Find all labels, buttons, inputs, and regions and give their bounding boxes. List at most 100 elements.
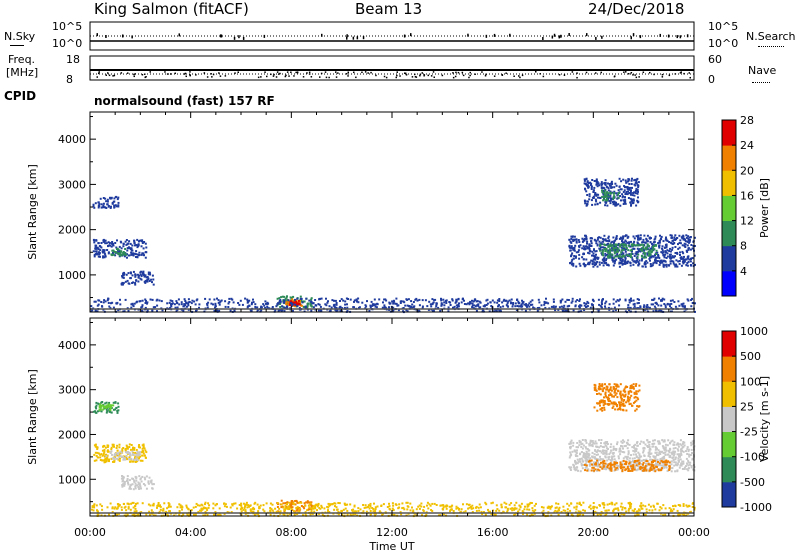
velocity-ytick-label: 2000: [58, 428, 86, 441]
freq-speckle: [683, 72, 685, 75]
freq-speckle: [642, 71, 645, 74]
noise-spike: [676, 35, 678, 39]
noise-spike: [586, 33, 588, 37]
noise-spike: [601, 35, 603, 39]
freq-speckle: [319, 76, 321, 78]
freq-speckle: [421, 72, 423, 74]
freq-left-tick-top: 18: [66, 53, 80, 66]
freq-speckle: [501, 74, 503, 76]
freq-speckle: [264, 71, 266, 73]
freq-speckle: [306, 72, 308, 74]
noise-spike: [346, 34, 348, 38]
power-echo-region: [120, 270, 155, 286]
freq-speckle: [585, 71, 588, 74]
noise-right-tick-top: 10^5: [708, 20, 739, 33]
velocity-colorbar-tick-label: 1000: [740, 325, 768, 338]
freq-speckle: [134, 73, 136, 75]
power-colorbar-label: Power [dB]: [758, 178, 771, 238]
freq-speckle: [625, 71, 627, 73]
freq-speckle: [518, 75, 520, 77]
freq-speckle: [108, 74, 111, 77]
freq-speckle: [96, 76, 98, 78]
freq-speckle: [634, 74, 636, 76]
velocity-colorbar-tick-label: -1000: [740, 501, 772, 514]
noise-spike: [632, 33, 635, 37]
freq-speckle: [98, 71, 100, 73]
velocity-ytick-label: 1000: [58, 473, 86, 486]
beam-title: Beam 13: [355, 0, 423, 18]
noise-spike: [321, 33, 323, 37]
freq-speckle: [375, 74, 377, 77]
freq-speckle: [452, 72, 454, 74]
freq-speckle: [361, 71, 363, 74]
power-colorbar-tick-label: 24: [740, 139, 754, 152]
freq-speckle: [346, 73, 348, 75]
velocity-colorbar-label: Velocity [m s-1]: [758, 376, 771, 462]
freq-speckle: [98, 72, 100, 75]
freq-speckle: [105, 74, 107, 76]
freq-speckle: [203, 72, 206, 74]
freq-right-tick-bottom: 0: [708, 73, 715, 86]
freq-speckle: [595, 72, 597, 74]
freq-speckle: [355, 76, 357, 79]
power-echoes: [90, 177, 696, 314]
noise-spike: [356, 36, 359, 40]
power-colorbar-tick-label: 12: [740, 215, 754, 228]
freq-speckle: [454, 75, 457, 78]
velocity-colorbar-swatch: [722, 381, 736, 407]
power-colorbar-tick-label: 20: [740, 164, 754, 177]
freq-speckle: [219, 75, 222, 77]
velocity-echo-region: [91, 501, 696, 518]
freq-speckle: [170, 73, 172, 75]
freq-speckle: [414, 76, 417, 78]
power-ytick-label: 4000: [58, 133, 86, 146]
noise-spike: [630, 36, 632, 40]
freq-speckle: [571, 71, 574, 73]
noise-spike: [220, 34, 223, 38]
freq-speckle: [455, 71, 457, 74]
noise-spike: [679, 35, 682, 39]
freq-speckle: [411, 76, 414, 78]
freq-speckle: [107, 72, 109, 74]
noise-spike: [639, 35, 642, 39]
freq-speckle: [112, 75, 114, 77]
freq-speckle: [423, 74, 426, 76]
freq-speckle: [234, 72, 236, 74]
velocity-echoes: [91, 383, 696, 518]
noise-spike: [122, 34, 124, 38]
freq-label: Freq.: [8, 53, 36, 66]
power-colorbar-tick-label: 4: [740, 265, 747, 278]
freq-speckle: [189, 74, 191, 76]
power-panel: 1000 2000 3000 4000 Slant Range [km]: [26, 111, 696, 314]
freq-speckle: [337, 72, 339, 74]
xtick-label: 08:00: [275, 526, 307, 539]
freq-speckle: [189, 74, 191, 77]
noise-spike: [362, 36, 365, 40]
freq-speckle: [484, 74, 487, 77]
noise-spike: [485, 34, 488, 38]
freq-speckle: [628, 72, 630, 75]
freq-speckle: [493, 75, 496, 77]
velocity-colorbar-swatch: [722, 356, 736, 382]
freq-speckle: [183, 73, 186, 75]
freq-speckle: [405, 74, 408, 76]
xtick-label: 00:00: [74, 526, 106, 539]
noise-search-label: N.Search: [746, 30, 796, 43]
freq-speckle: [469, 74, 471, 77]
noise-spike: [568, 33, 570, 37]
freq-speckle: [184, 72, 187, 75]
freq-speckle: [423, 74, 425, 77]
noise-spike: [551, 35, 554, 39]
freq-speckle: [325, 76, 328, 79]
velocity-panel: 1000 2000 3000 4000 Slant Range [km]: [26, 317, 696, 518]
power-ylabel: Slant Range [km]: [26, 164, 39, 260]
freq-speckle: [149, 71, 151, 73]
velocity-colorbar-tick-label: -100: [740, 451, 765, 464]
freq-speckle: [290, 71, 292, 74]
freq-speckle: [457, 71, 460, 74]
freq-speckle: [308, 71, 311, 74]
freq-speckle: [419, 74, 421, 77]
noise-spike: [686, 34, 689, 38]
freq-speckle: [174, 72, 176, 75]
